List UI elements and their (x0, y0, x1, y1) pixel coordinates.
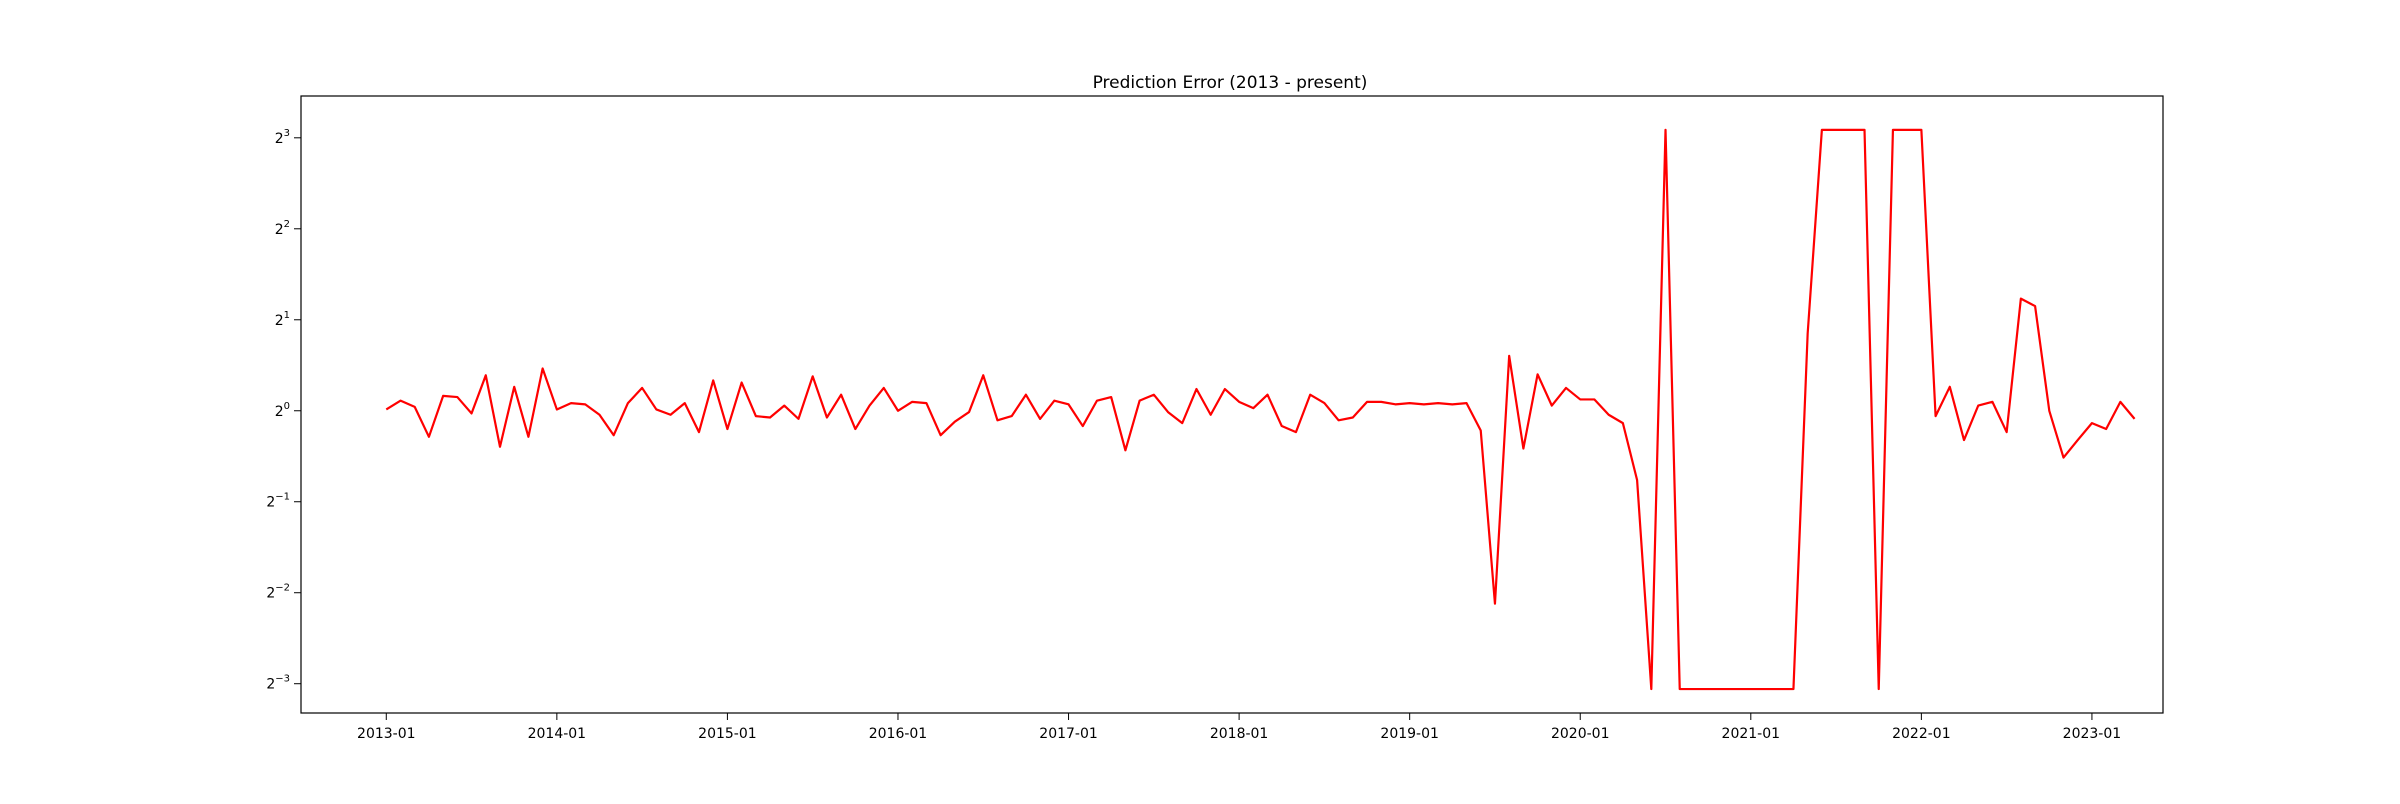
x-tick-label: 2017-01 (1039, 726, 1098, 742)
y-tick-label: 23 (275, 128, 290, 147)
y-tick-label: 22 (275, 219, 290, 238)
y-tick-label: 2−1 (266, 492, 290, 511)
axes-frame (300, 95, 2164, 714)
y-tick-label: 2−2 (266, 583, 290, 602)
y-tick-label: 2−3 (266, 674, 290, 693)
x-tick-label: 2016-01 (869, 726, 928, 742)
x-tick-label: 2014-01 (528, 726, 587, 742)
series-line (385, 128, 2136, 691)
y-tick-label: 20 (275, 401, 290, 420)
x-tick-label: 2020-01 (1551, 726, 1610, 742)
x-tick-label: 2018-01 (1210, 726, 1269, 742)
x-tick-label: 2019-01 (1380, 726, 1439, 742)
y-axis: 2−3 2−2 2−1 20 21 22 23 (266, 128, 301, 693)
y-tick-label: 21 (275, 310, 290, 329)
x-axis: 2013-01 2014-01 2015-01 2016-01 2017-01 2018-… (357, 713, 2121, 742)
x-tick-label: 2023-01 (2063, 726, 2122, 742)
x-tick-label: 2015-01 (698, 726, 757, 742)
chart-title: Prediction Error (2013 - present) (1093, 73, 1368, 93)
x-tick-label: 2021-01 (1722, 726, 1781, 742)
x-tick-label: 2013-01 (357, 726, 416, 742)
x-tick-label: 2022-01 (1892, 726, 1951, 742)
plot-series (385, 128, 2136, 691)
